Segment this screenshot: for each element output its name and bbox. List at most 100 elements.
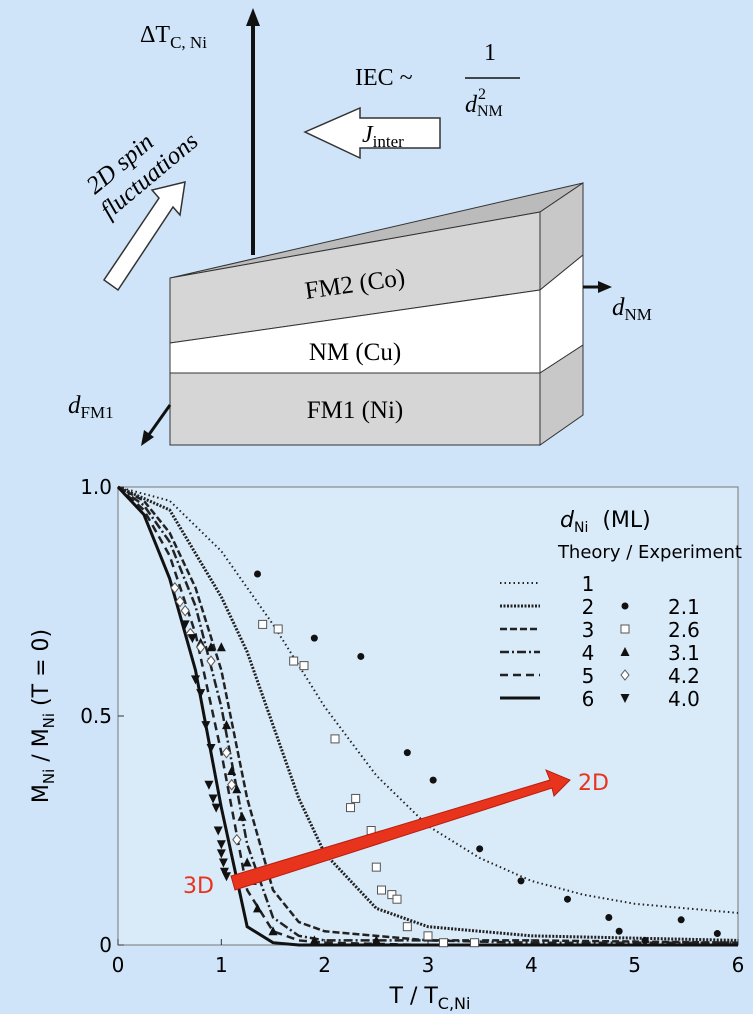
theory-curve [117, 486, 739, 914]
marker [253, 903, 262, 913]
legend-label: 3 [582, 618, 595, 642]
marker [196, 641, 206, 654]
text: inter [373, 132, 404, 151]
marker [403, 749, 411, 757]
marker [377, 885, 386, 895]
open-arrow [102, 181, 186, 292]
arrow-head [141, 430, 154, 446]
marker [175, 595, 185, 608]
legend-marker [620, 647, 630, 656]
legend-subtitle: Theory / Experiment [557, 542, 742, 563]
d-fm1: dFM1 [68, 392, 114, 422]
axis-label: ΔTC, Ni [140, 22, 207, 52]
theory-curve [117, 485, 739, 942]
marker [201, 721, 211, 731]
marker [309, 935, 319, 945]
iec-den: d2 NM [465, 86, 503, 120]
marker [357, 652, 365, 660]
x-tick-label: 4 [525, 953, 538, 977]
text: (ML) [602, 508, 650, 533]
marker [429, 776, 437, 784]
marker [564, 895, 571, 903]
marker [310, 634, 318, 642]
x-tick-label: 3 [422, 953, 435, 977]
annotation: 3D [183, 874, 214, 899]
marker [191, 675, 200, 685]
text: d [612, 294, 625, 321]
marker [206, 642, 216, 652]
marker [180, 604, 190, 617]
text: d [465, 92, 478, 118]
legend-label: 1 [582, 572, 595, 596]
marker [439, 938, 448, 948]
marker [216, 849, 226, 859]
marker [219, 867, 229, 877]
text: NM [625, 305, 652, 324]
d-nm: dNM [612, 294, 652, 324]
marker [470, 938, 479, 948]
marker [351, 793, 361, 803]
marker [268, 926, 278, 936]
marker [206, 744, 216, 754]
legend-label: 4 [582, 641, 595, 665]
x-tick-label: 1 [215, 953, 228, 977]
marker [402, 922, 412, 932]
marker [211, 803, 221, 813]
text: Ni [40, 713, 58, 728]
text: ΔT [140, 22, 170, 48]
text: J [362, 122, 374, 148]
legend-label: 6 [582, 687, 595, 711]
y-tick-label: 0.5 [80, 704, 112, 728]
marker [208, 794, 218, 804]
legend-label: 5 [582, 664, 595, 688]
arrow-head [246, 8, 260, 26]
text: / M [29, 728, 54, 768]
text: FM1 [81, 403, 114, 422]
marker [392, 894, 402, 904]
marker [254, 570, 261, 578]
text: Ni [40, 769, 58, 784]
text: NM [477, 103, 503, 120]
marker [615, 927, 623, 935]
marker [187, 634, 197, 644]
marker [258, 619, 268, 629]
y-tick-label: 1.0 [80, 475, 112, 499]
marker [517, 877, 525, 885]
iec-num: 1 [484, 40, 496, 66]
layer-label: FM1 (Ni) [307, 397, 404, 424]
marker [371, 862, 381, 872]
marker [170, 581, 180, 594]
legend-label: 3.1 [668, 641, 700, 665]
marker [641, 936, 649, 944]
annotation: 2D [578, 771, 609, 796]
text: T / T [389, 984, 439, 1009]
legend-label: 4.0 [668, 687, 700, 711]
marker [222, 872, 231, 882]
marker [289, 656, 299, 666]
marker [232, 784, 242, 794]
marker [242, 857, 252, 867]
trend-arrow [230, 769, 571, 891]
marker [213, 826, 223, 836]
marker [206, 655, 216, 667]
text: M [29, 784, 54, 803]
legend-label: 2.1 [668, 595, 700, 619]
chart: T / TC,Ni MNi / MNi (T = 0) dNi (ML) Theo… [29, 475, 744, 1013]
marker [218, 858, 228, 868]
marker [221, 746, 232, 759]
marker [387, 890, 397, 900]
marker [605, 914, 613, 922]
y-axis-label: MNi / MNi (T = 0) [29, 629, 58, 803]
marker [227, 765, 237, 775]
layer-fm1 [169, 372, 541, 446]
marker [713, 930, 721, 938]
marker [232, 833, 242, 846]
marker [216, 840, 226, 850]
legend-marker [620, 669, 630, 681]
marker [330, 734, 340, 744]
legend-label: 4.2 [668, 664, 700, 688]
legend-marker [621, 602, 629, 610]
legend-marker [620, 624, 630, 634]
text: (T = 0) [29, 629, 54, 713]
